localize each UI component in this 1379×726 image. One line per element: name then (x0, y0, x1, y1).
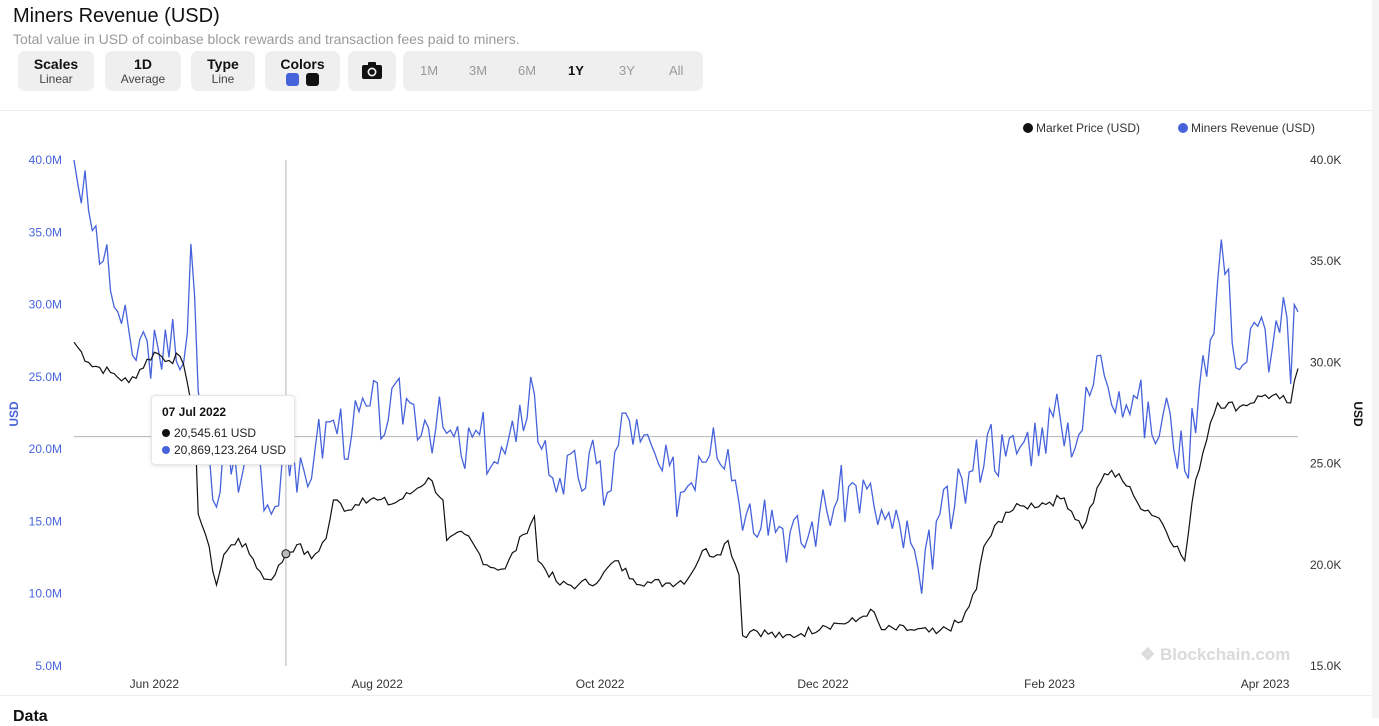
screenshot-button[interactable] (348, 51, 396, 91)
y-left-tick-label: 30.0M (29, 298, 62, 312)
legend-price-label[interactable]: Market Price (USD) (1036, 121, 1140, 135)
blockchain-watermark: ❖ Blockchain.com (1140, 645, 1290, 665)
scales-button[interactable]: Scales Linear (18, 51, 94, 91)
tooltip-price-row: 20,545.61 USD (162, 425, 284, 442)
range-all[interactable]: All (669, 63, 684, 78)
tooltip-price-dot (162, 429, 170, 437)
period-value: Average (120, 72, 166, 86)
y-left-tick-label: 10.0M (29, 587, 62, 601)
colors-label: Colors (280, 56, 325, 72)
x-tick-label: Feb 2023 (1024, 677, 1075, 691)
x-tick-label: Apr 2023 (1241, 677, 1290, 691)
y-right-tick-label: 35.0K (1310, 254, 1341, 268)
legend-revenue-label[interactable]: Miners Revenue (USD) (1191, 121, 1315, 135)
tooltip-price-value: 20,545.61 USD (174, 426, 257, 440)
legend-revenue-marker (1178, 123, 1188, 133)
camera-icon (362, 62, 382, 79)
y-left-tick-label: 25.0M (29, 370, 62, 384)
range-1m[interactable]: 1M (420, 63, 439, 78)
chart-legend: Market Price (USD) Miners Revenue (USD) (1023, 121, 1315, 135)
data-section-heading: Data (13, 708, 48, 725)
x-tick-label: Oct 2022 (576, 677, 625, 691)
type-button[interactable]: Type Line (191, 51, 255, 91)
y-left-tick-label: 15.0M (29, 514, 62, 528)
y-right-tick-label: 25.0K (1310, 457, 1341, 471)
miners-revenue-chart: Market Price (USD) Miners Revenue (USD) … (7, 121, 1365, 691)
header-divider (0, 110, 1372, 111)
price-color-swatch[interactable] (305, 73, 319, 86)
legend-price-marker (1023, 123, 1033, 133)
market-price-series-line (73, 341, 1299, 639)
scales-label: Scales (33, 56, 79, 72)
range-6m[interactable]: 6M (518, 63, 537, 78)
x-tick-label: Aug 2022 (352, 677, 404, 691)
revenue-color-swatch[interactable] (286, 73, 300, 86)
y-left-tick-label: 40.0M (29, 153, 62, 167)
type-value: Line (211, 72, 235, 86)
range-selector: 1M 3M 6M 1Y 3Y All (403, 51, 703, 91)
colors-button[interactable]: Colors (265, 51, 340, 91)
crosshair-price-marker (281, 549, 291, 559)
x-tick-label: Dec 2022 (797, 677, 849, 691)
bottom-divider (0, 695, 1372, 696)
y-right-tick-label: 15.0K (1310, 659, 1341, 673)
y-right-tick-label: 20.0K (1310, 558, 1341, 572)
tooltip-revenue-dot (162, 446, 170, 454)
y-right-tick-label: 30.0K (1310, 355, 1341, 369)
y-left-axis-label: USD (7, 401, 21, 427)
period-label: 1D (134, 56, 152, 72)
y-right-axis-label: USD (1351, 401, 1365, 427)
blockchain-logo-icon: ❖ (1140, 645, 1156, 664)
page-scrollbar[interactable] (1372, 0, 1379, 718)
hover-tooltip: 07 Jul 2022 20,545.61 USD 20,869,123.264… (151, 395, 295, 465)
type-label: Type (207, 56, 239, 72)
tooltip-revenue-row: 20,869,123.264 USD (162, 442, 287, 459)
y-left-tick-label: 20.0M (29, 442, 62, 456)
scales-value: Linear (39, 72, 73, 86)
y-left-tick-label: 35.0M (29, 225, 62, 239)
period-button[interactable]: 1D Average (105, 51, 181, 91)
y-left-tick-label: 5.0M (35, 659, 62, 673)
miners-revenue-series-line (73, 159, 1299, 594)
page-subtitle: Total value in USD of coinbase block rew… (13, 31, 520, 47)
page-title: Miners Revenue (USD) (13, 5, 220, 27)
range-1y[interactable]: 1Y (568, 63, 584, 78)
x-tick-label: Jun 2022 (130, 677, 180, 691)
watermark-text: Blockchain.com (1159, 645, 1291, 664)
tooltip-revenue-value: 20,869,123.264 USD (174, 443, 287, 457)
tooltip-date: 07 Jul 2022 (162, 405, 227, 419)
y-right-tick-label: 40.0K (1310, 153, 1341, 167)
range-3m[interactable]: 3M (469, 63, 488, 78)
range-3y[interactable]: 3Y (619, 63, 635, 78)
